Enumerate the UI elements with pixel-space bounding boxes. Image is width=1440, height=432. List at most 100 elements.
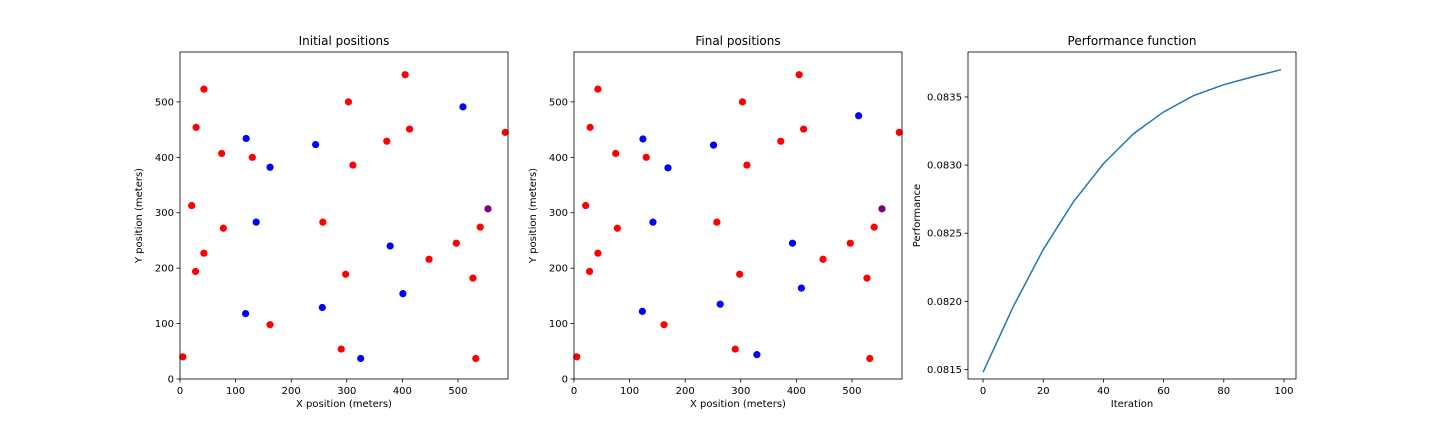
data-point xyxy=(342,270,350,278)
data-point xyxy=(594,249,602,257)
data-point xyxy=(476,223,484,231)
data-point xyxy=(878,205,886,213)
x-tick-label: 100 xyxy=(1274,386,1293,397)
x-tick-label: 200 xyxy=(676,386,695,397)
data-point xyxy=(743,161,751,169)
y-tick-label: 0 xyxy=(168,375,174,386)
y-tick-label: 300 xyxy=(155,208,174,219)
y-tick-label: 200 xyxy=(155,264,174,275)
data-point xyxy=(797,284,805,292)
data-point xyxy=(713,218,721,226)
data-point xyxy=(612,149,620,158)
data-point xyxy=(895,128,903,136)
data-point xyxy=(312,140,320,149)
data-point xyxy=(753,351,761,359)
y-tick-label: 300 xyxy=(549,208,568,219)
x-tick-label: 40 xyxy=(1097,386,1110,397)
y-tick-label: 0.0825 xyxy=(927,229,962,240)
data-point xyxy=(242,134,250,143)
x-tick-label: 60 xyxy=(1157,386,1170,397)
data-point xyxy=(709,141,718,149)
data-point xyxy=(731,345,739,353)
x-tick-label: 20 xyxy=(1037,386,1050,397)
x-tick-label: 80 xyxy=(1217,386,1230,397)
data-point xyxy=(200,85,208,93)
data-point xyxy=(188,201,196,210)
data-point xyxy=(200,249,208,257)
data-point xyxy=(357,354,365,363)
chart-panel-3: Performance function 0 20 40 60 80 100 0.0815 0.… xyxy=(912,34,1297,410)
x-tick-label: 0 xyxy=(571,386,577,397)
data-point xyxy=(399,290,407,298)
data-point xyxy=(738,98,747,106)
y-tick-label: 0.0830 xyxy=(927,161,962,172)
data-point xyxy=(484,205,492,213)
y-tick-label: 0 xyxy=(562,375,568,386)
chart-panel-1: Initial positions 0 100 200 300 400 500 0 100 200… xyxy=(134,34,509,410)
data-point xyxy=(191,267,200,276)
data-point xyxy=(660,321,668,329)
plot-frame xyxy=(179,51,509,380)
x-tick-label: 400 xyxy=(787,386,806,397)
data-point xyxy=(586,123,594,131)
data-point xyxy=(266,321,274,329)
data-point xyxy=(252,218,260,226)
data-point xyxy=(349,161,357,169)
data-point xyxy=(383,137,391,145)
data-point xyxy=(218,149,226,158)
data-point xyxy=(406,125,414,133)
y-tick-label: 0.0815 xyxy=(927,365,962,376)
x-tick-label: 500 xyxy=(842,386,861,397)
x-tick-label: 300 xyxy=(337,386,356,397)
y-tick-label: 400 xyxy=(549,153,568,164)
x-tick-label: 0 xyxy=(177,386,183,397)
data-point xyxy=(736,270,744,278)
plot-frame xyxy=(573,51,903,380)
data-point xyxy=(459,103,467,111)
data-point xyxy=(819,255,827,263)
data-point xyxy=(192,123,200,131)
x-axis-label: X position (meters) xyxy=(690,399,786,410)
data-point xyxy=(386,242,394,250)
y-axis-label: Performance xyxy=(912,184,923,247)
data-point xyxy=(594,85,602,93)
data-point xyxy=(573,353,581,361)
data-point xyxy=(863,274,871,282)
chart-title: Final positions xyxy=(695,34,780,48)
data-point xyxy=(846,239,854,247)
data-point xyxy=(716,300,724,308)
data-point xyxy=(344,98,353,106)
plot-frame xyxy=(967,51,1297,380)
data-point xyxy=(639,135,647,143)
data-point xyxy=(248,153,256,161)
data-point xyxy=(452,239,460,247)
data-point xyxy=(613,224,621,232)
y-tick-label: 200 xyxy=(549,264,568,275)
data-point xyxy=(469,274,477,282)
data-point xyxy=(219,224,227,232)
data-point xyxy=(472,354,480,363)
chart-panel-2: Final positions 0 100 200 300 400 500 0 100 200 30… xyxy=(528,34,903,410)
data-point xyxy=(319,218,327,226)
y-tick-label: 0.0820 xyxy=(927,297,962,308)
x-tick-label: 500 xyxy=(448,386,467,397)
x-axis-label: X position (meters) xyxy=(296,399,392,410)
data-point xyxy=(777,137,785,145)
data-point xyxy=(337,345,345,353)
x-tick-label: 400 xyxy=(393,386,412,397)
data-point xyxy=(242,310,250,318)
x-axis-label: Iteration xyxy=(1111,399,1153,410)
x-tick-label: 0 xyxy=(980,386,986,397)
data-point xyxy=(664,164,672,172)
y-tick-label: 100 xyxy=(155,319,174,330)
y-tick-label: 500 xyxy=(549,97,568,108)
data-point xyxy=(638,307,646,315)
data-point xyxy=(649,218,657,226)
x-tick-label: 100 xyxy=(226,386,245,397)
data-point xyxy=(582,201,590,210)
x-tick-label: 100 xyxy=(620,386,639,397)
data-point xyxy=(795,71,803,79)
data-point xyxy=(401,71,409,79)
y-tick-label: 0.0835 xyxy=(927,92,962,103)
data-point xyxy=(870,223,878,231)
